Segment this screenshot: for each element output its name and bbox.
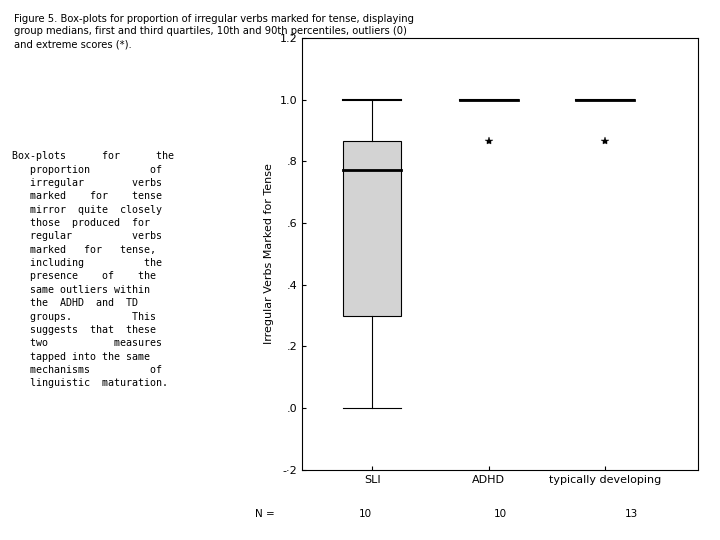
Text: 10: 10 [359, 509, 372, 519]
Y-axis label: Irregular Verbs Marked for Tense: Irregular Verbs Marked for Tense [264, 164, 274, 344]
Text: 10: 10 [494, 509, 507, 519]
Text: Figure 5. Box-plots for proportion of irregular verbs marked for tense, displayi: Figure 5. Box-plots for proportion of ir… [14, 14, 415, 49]
Text: Box-plots      for      the
   proportion          of
   irregular        verbs
: Box-plots for the proportion of irregula… [12, 151, 174, 388]
Text: N =: N = [255, 509, 274, 519]
Bar [343, 141, 402, 315]
Text: 13: 13 [624, 509, 638, 519]
